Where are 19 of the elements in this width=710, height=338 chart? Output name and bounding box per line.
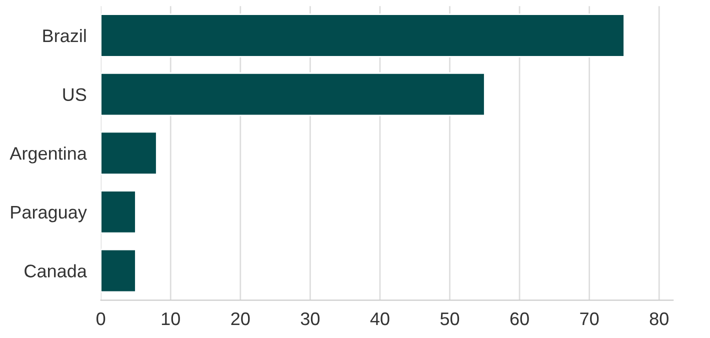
x-tick-label: 70 <box>580 312 599 326</box>
y-tick-label: US <box>63 88 86 102</box>
x-tick-label: 10 <box>162 312 180 326</box>
bar <box>100 190 136 234</box>
y-tick-label: Brazil <box>43 28 86 42</box>
bar <box>100 72 486 116</box>
x-tick-label: 0 <box>96 312 106 326</box>
bar <box>100 131 158 175</box>
x-tick-label: 30 <box>300 312 320 326</box>
y-tick-label: Canada <box>24 264 87 278</box>
bar <box>100 14 625 58</box>
x-tick-label: 60 <box>510 312 529 326</box>
x-tick-label: 50 <box>440 312 460 326</box>
y-tick-label: Argentina <box>10 146 87 164</box>
bar <box>100 248 136 293</box>
x-tick-label: 80 <box>650 312 668 326</box>
x-tick-label: 20 <box>231 312 250 326</box>
y-tick-label: Paraguay <box>11 206 87 222</box>
x-tick-label: 40 <box>370 312 390 326</box>
